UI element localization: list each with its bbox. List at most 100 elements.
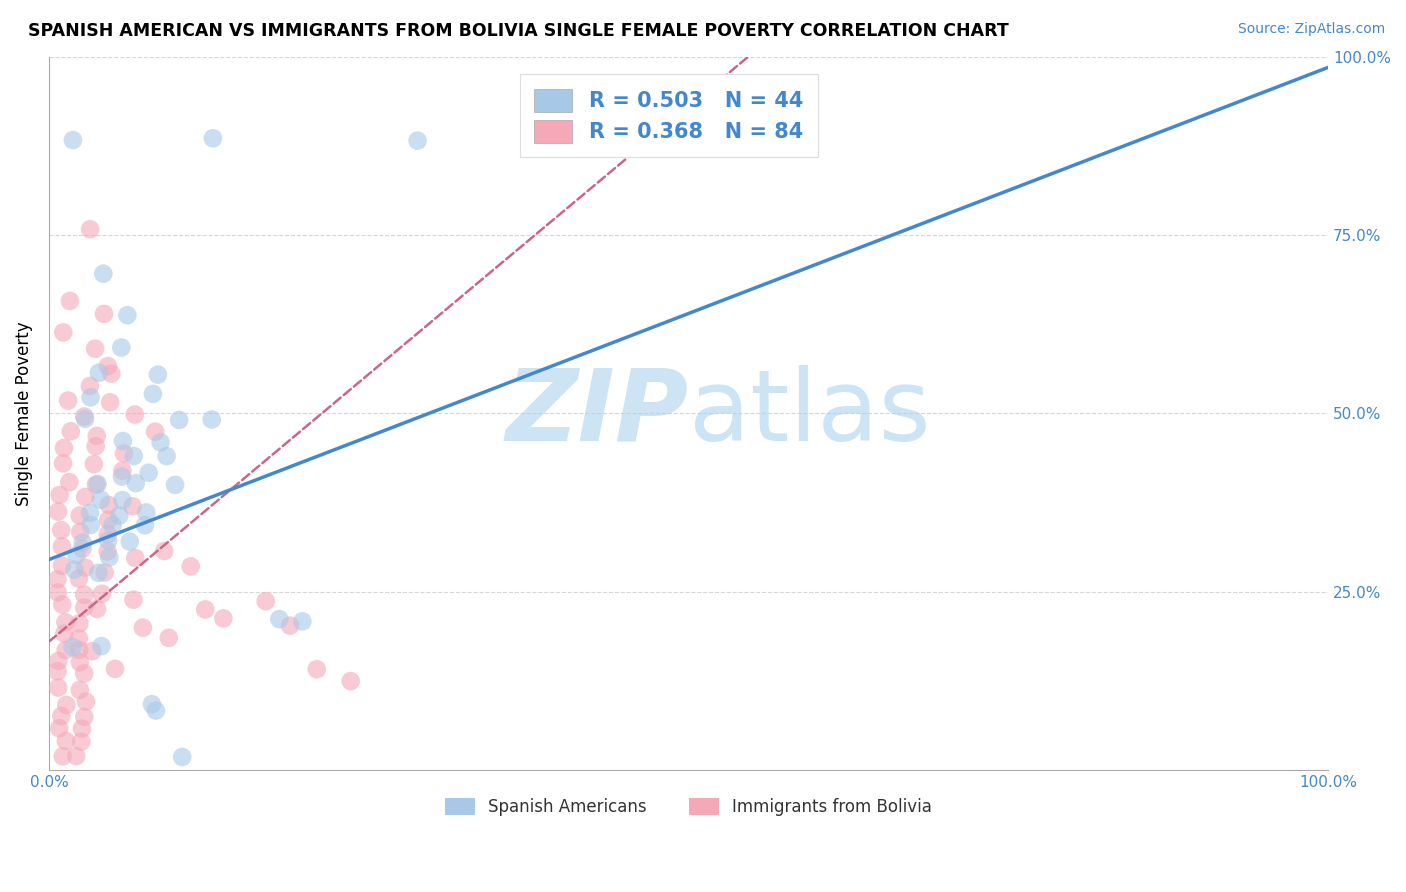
Point <box>93 307 115 321</box>
Point <box>165 478 187 492</box>
Point <box>59 425 82 439</box>
Point <box>135 506 157 520</box>
Point <box>86 429 108 443</box>
Point <box>62 133 84 147</box>
Point <box>110 341 132 355</box>
Point <box>254 594 277 608</box>
Point <box>87 566 110 580</box>
Point <box>75 490 97 504</box>
Point <box>172 750 194 764</box>
Point <box>55 734 77 748</box>
Point <box>69 682 91 697</box>
Point <box>67 572 90 586</box>
Point <box>141 697 163 711</box>
Point <box>56 393 79 408</box>
Point <box>138 466 160 480</box>
Point <box>97 359 120 373</box>
Point <box>145 704 167 718</box>
Point <box>124 551 146 566</box>
Point <box>111 469 134 483</box>
Point <box>86 477 108 491</box>
Point <box>62 640 84 654</box>
Point <box>51 558 73 573</box>
Point <box>122 449 145 463</box>
Point <box>90 587 112 601</box>
Point <box>73 710 96 724</box>
Point <box>278 618 301 632</box>
Point <box>212 611 235 625</box>
Point <box>339 674 361 689</box>
Point <box>67 632 90 646</box>
Point <box>134 518 156 533</box>
Point <box>167 413 190 427</box>
Point <box>73 409 96 424</box>
Point <box>143 425 166 439</box>
Point <box>121 500 143 514</box>
Point <box>155 449 177 463</box>
Point <box>73 600 96 615</box>
Point <box>59 293 82 308</box>
Point <box>63 563 86 577</box>
Point <box>100 367 122 381</box>
Point <box>84 477 107 491</box>
Point <box>52 441 75 455</box>
Point <box>146 368 169 382</box>
Text: ZIP: ZIP <box>506 365 689 462</box>
Point <box>118 534 141 549</box>
Point <box>51 523 73 537</box>
Point <box>70 735 93 749</box>
Point <box>90 492 112 507</box>
Point <box>84 342 107 356</box>
Point <box>93 267 115 281</box>
Point <box>104 662 127 676</box>
Point <box>90 639 112 653</box>
Point <box>153 544 176 558</box>
Point <box>112 446 135 460</box>
Legend: Spanish Americans, Immigrants from Bolivia: Spanish Americans, Immigrants from Boliv… <box>434 788 942 826</box>
Point <box>80 517 103 532</box>
Point <box>67 616 90 631</box>
Point <box>111 434 134 448</box>
Point <box>73 666 96 681</box>
Point <box>65 548 87 562</box>
Point <box>52 749 75 764</box>
Point <box>67 643 90 657</box>
Point <box>53 626 76 640</box>
Point <box>111 464 134 478</box>
Point <box>48 488 70 502</box>
Point <box>46 654 69 668</box>
Point <box>65 749 87 764</box>
Point <box>98 550 121 565</box>
Y-axis label: Single Female Poverty: Single Female Poverty <box>15 321 32 506</box>
Point <box>108 508 131 523</box>
Point <box>201 412 224 426</box>
Point <box>305 662 328 676</box>
Point <box>55 698 77 712</box>
Point <box>97 544 120 558</box>
Point <box>149 435 172 450</box>
Point <box>79 222 101 236</box>
Point <box>291 615 314 629</box>
Text: SPANISH AMERICAN VS IMMIGRANTS FROM BOLIVIA SINGLE FEMALE POVERTY CORRELATION CH: SPANISH AMERICAN VS IMMIGRANTS FROM BOLI… <box>28 22 1010 40</box>
Point <box>52 326 75 340</box>
Point <box>97 533 120 548</box>
Point <box>75 695 97 709</box>
Point <box>157 631 180 645</box>
Point <box>72 535 94 549</box>
Point <box>79 390 101 404</box>
Point <box>87 366 110 380</box>
Point <box>111 493 134 508</box>
Point <box>73 588 96 602</box>
Point <box>142 387 165 401</box>
Point <box>46 585 69 599</box>
Point <box>84 439 107 453</box>
Point <box>406 134 429 148</box>
Point <box>79 379 101 393</box>
Point <box>79 506 101 520</box>
Point <box>122 592 145 607</box>
Point <box>101 518 124 533</box>
Point <box>69 524 91 539</box>
Point <box>82 644 104 658</box>
Point <box>55 643 77 657</box>
Point <box>93 566 115 580</box>
